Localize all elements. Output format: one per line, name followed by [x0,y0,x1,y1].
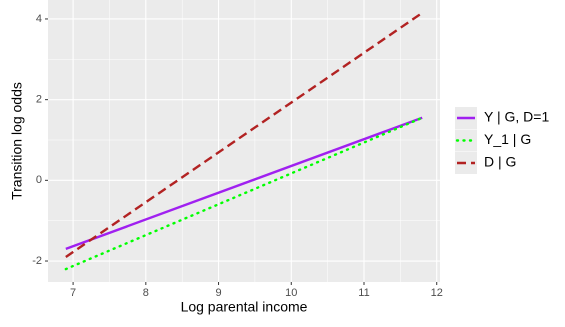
series-line [65,11,423,258]
legend-key-bg [455,129,477,152]
x-tick-label: 8 [143,287,149,299]
x-axis-title: Log parental income [181,299,308,315]
x-tick-label: 10 [285,287,297,299]
y-tick-label: 2 [36,94,42,106]
x-tick-label: 12 [431,287,443,299]
series-line [64,116,424,271]
x-tick-label: 7 [70,287,76,299]
panel [48,0,440,282]
x-tick-label: 11 [358,287,369,299]
y-tick-label: 0 [36,174,42,186]
series-line [65,116,423,251]
y-tick-label: 4 [36,13,42,25]
legend-label: Y | G, D=1 [484,109,549,125]
x-tick-label: 9 [215,287,221,299]
legend-label: Y_1 | G [484,131,531,147]
y-axis-title: Transition log odds [9,82,25,200]
legend-label: D | G [484,154,516,170]
y-tick-label: -2 [32,255,42,267]
